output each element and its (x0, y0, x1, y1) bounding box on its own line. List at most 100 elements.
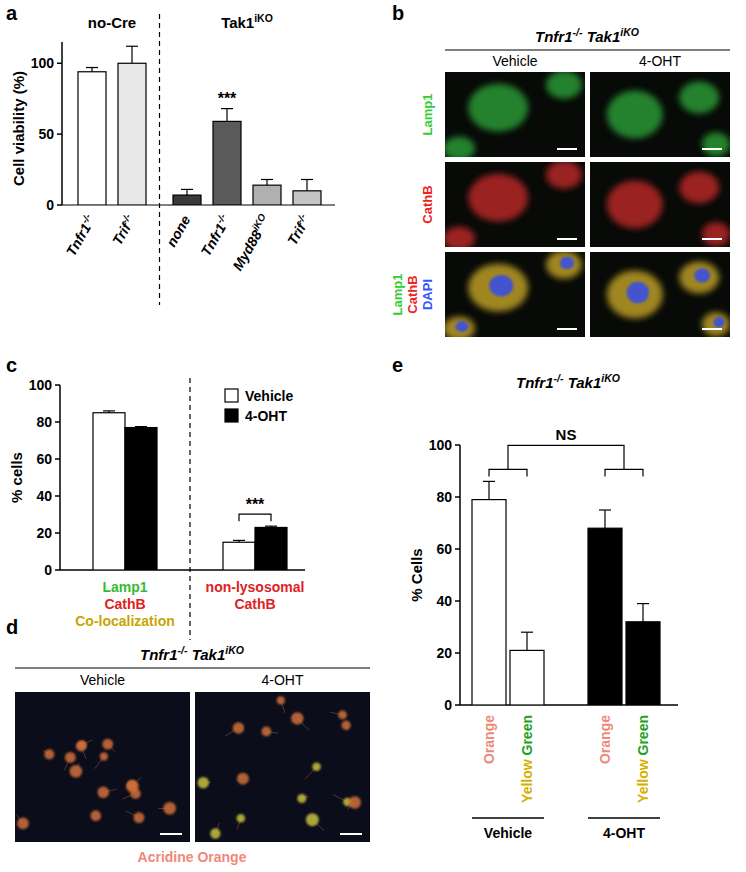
scale-bar (557, 148, 577, 150)
error-cap (126, 46, 138, 47)
y-tick (57, 63, 62, 65)
cell (126, 780, 139, 793)
panel-letter: c (6, 354, 17, 376)
text-part: Green (635, 715, 651, 759)
group-label: no-Cre (88, 14, 136, 31)
legend-label: Vehicle (245, 388, 293, 404)
bar (125, 428, 157, 570)
cell (237, 773, 249, 785)
error-stem (604, 510, 605, 528)
cell (233, 722, 245, 734)
significance-bracket (508, 445, 624, 469)
text-part: DAPI (420, 279, 435, 310)
error-cap (135, 426, 147, 427)
y-tick (455, 444, 460, 446)
error-bar (221, 109, 233, 122)
x-tick-label: Trif-/- (108, 212, 139, 248)
panel-letter: a (6, 2, 18, 24)
text-part: Tnfr1 (535, 28, 573, 45)
nucleus (627, 282, 649, 304)
bar (255, 527, 287, 570)
y-tick-label: 60 (436, 541, 452, 557)
error-stem (306, 179, 307, 190)
cell (198, 777, 209, 788)
cell (70, 765, 83, 778)
error-bar (103, 411, 115, 413)
group-label: Vehicle (484, 825, 532, 841)
cell (702, 132, 730, 156)
text-part: Tnfr1 (198, 220, 229, 258)
micrograph (15, 692, 190, 842)
group-divider (159, 14, 160, 305)
superscript: -/- (178, 644, 188, 656)
cell (349, 796, 361, 808)
image-background (590, 72, 730, 157)
x-tick-label: Yellow Green (519, 715, 535, 803)
cell (468, 84, 528, 132)
y-axis (459, 445, 461, 705)
superscript: -/- (554, 372, 564, 384)
error-bar (86, 68, 98, 72)
text-part: Acridine (138, 849, 194, 865)
panel-letter: b (392, 2, 404, 24)
superscript: iKO (254, 12, 273, 24)
text-part: 0 (44, 562, 52, 578)
error-bar (483, 481, 495, 499)
x-tick-label: Tnfr1-/- (61, 212, 98, 259)
bar (510, 650, 544, 705)
text-part: Co-localization (75, 613, 175, 629)
error-bar (135, 426, 147, 428)
cell (312, 762, 321, 771)
bar (293, 191, 321, 205)
y-tick (455, 600, 460, 602)
superscript: iKO (620, 26, 639, 38)
micrograph (590, 72, 730, 157)
y-tick (57, 133, 62, 135)
text-part: Tnfr1 (63, 220, 94, 258)
cell (546, 162, 582, 189)
image-background (445, 252, 585, 337)
superscript: -/- (573, 26, 583, 38)
title-rule (15, 667, 370, 668)
superscript: iKO (250, 211, 268, 232)
micrograph (445, 162, 585, 247)
y-tick-label: 0 (46, 197, 54, 213)
group-label: Tak1iKO (221, 12, 273, 31)
superscript: -/- (119, 212, 133, 226)
cell (702, 312, 730, 336)
y-tick-label: 0 (44, 562, 52, 578)
error-stem (642, 604, 643, 622)
text-part: Myd88 (229, 227, 265, 273)
cell (468, 174, 528, 222)
text-part: 40 (36, 488, 52, 504)
scale-bar (557, 328, 577, 330)
cell (261, 727, 271, 737)
error-stem (526, 632, 527, 650)
y-tick (455, 548, 460, 550)
cell (102, 739, 113, 750)
text-part: cells (8, 452, 25, 490)
cell (607, 271, 663, 319)
text-part: 20 (436, 645, 452, 661)
error-bar (521, 632, 533, 650)
text-part: (%) (10, 71, 27, 99)
nucleus (713, 317, 724, 328)
y-tick (55, 421, 60, 423)
text-part: Lamp1 (420, 94, 435, 136)
text-part: Tnfr1 (516, 374, 554, 391)
bar (588, 528, 622, 705)
micrograph (590, 252, 730, 337)
cell (306, 813, 319, 826)
error-cap (103, 410, 115, 411)
column-label: Vehicle (80, 672, 125, 688)
column-label: Vehicle (492, 53, 537, 69)
panel-letter: e (392, 354, 403, 376)
title-rule (445, 49, 730, 50)
cell (134, 812, 145, 823)
text-part: 4-OHT (245, 408, 287, 424)
y-tick-label: 20 (436, 645, 452, 661)
superscript: -/- (79, 212, 93, 226)
error-bar (599, 510, 611, 528)
text-part: 50 (38, 126, 54, 142)
text-part: 4-OHT (262, 672, 304, 688)
